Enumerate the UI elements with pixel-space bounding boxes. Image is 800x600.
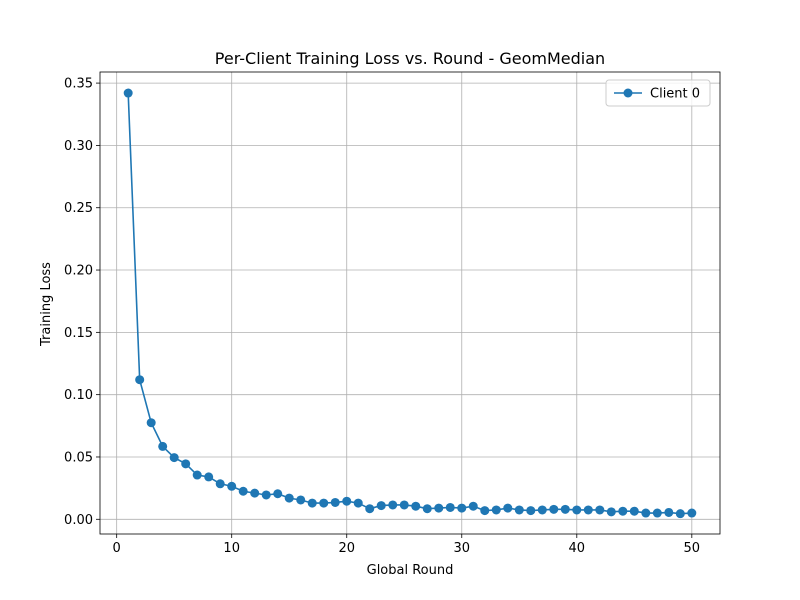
data-point bbox=[422, 504, 432, 514]
data-point bbox=[606, 507, 616, 517]
data-point bbox=[629, 506, 639, 516]
x-tick-label: 50 bbox=[684, 541, 701, 556]
data-point bbox=[273, 489, 283, 499]
chart-title: Per-Client Training Loss vs. Round - Geo… bbox=[215, 49, 605, 68]
data-point bbox=[181, 459, 191, 469]
x-axis-label: Global Round bbox=[367, 563, 454, 578]
data-point bbox=[468, 501, 478, 511]
data-point bbox=[204, 472, 214, 482]
data-point bbox=[296, 495, 306, 505]
data-point bbox=[330, 497, 340, 507]
axes: 0 10 20 30 40 50 0.00 0.05 0.10 0.15 0.20 0.25 0.30 0… bbox=[64, 71, 721, 556]
data-point bbox=[135, 375, 145, 385]
data-point bbox=[307, 498, 317, 508]
x-tick-label: 30 bbox=[453, 541, 470, 556]
data-point bbox=[342, 496, 352, 506]
data-point bbox=[652, 508, 662, 518]
data-point bbox=[123, 88, 133, 98]
y-tick-label: 0.20 bbox=[64, 264, 93, 279]
data-point bbox=[146, 418, 156, 428]
y-tick-label: 0.05 bbox=[64, 450, 93, 465]
plot-frame bbox=[99, 71, 721, 535]
data-point bbox=[514, 505, 524, 515]
data-point bbox=[319, 498, 329, 508]
y-tick-label: 0.25 bbox=[64, 201, 93, 216]
data-point bbox=[399, 500, 409, 510]
data-point bbox=[583, 505, 593, 515]
y-tick-label: 0.35 bbox=[64, 77, 93, 92]
data-point bbox=[641, 508, 651, 518]
data-point bbox=[261, 490, 271, 500]
data-point bbox=[549, 504, 559, 514]
data-point bbox=[238, 486, 248, 496]
data-point bbox=[537, 505, 547, 515]
data-point bbox=[192, 470, 202, 480]
legend-box bbox=[605, 79, 711, 107]
legend: Client 0 bbox=[605, 79, 711, 107]
legend-entry-label: Client 0 bbox=[650, 87, 700, 102]
data-point bbox=[560, 504, 570, 514]
y-tick-label: 0.15 bbox=[64, 326, 93, 341]
data-point bbox=[480, 506, 490, 516]
data-point bbox=[227, 481, 237, 491]
data-point bbox=[388, 500, 398, 510]
data-point bbox=[664, 507, 674, 517]
x-tick-label: 10 bbox=[223, 541, 240, 556]
data-point bbox=[250, 488, 260, 498]
data-point bbox=[572, 505, 582, 515]
data-point bbox=[491, 505, 501, 515]
series-layer bbox=[123, 88, 697, 519]
data-point bbox=[445, 502, 455, 512]
data-point bbox=[595, 505, 605, 515]
data-point bbox=[457, 503, 467, 513]
x-tick-label: 40 bbox=[569, 541, 586, 556]
grid-lines bbox=[100, 72, 720, 534]
y-tick-label: 0.30 bbox=[64, 139, 93, 154]
y-tick-label: 0.00 bbox=[64, 513, 93, 528]
x-tick-label: 20 bbox=[338, 541, 355, 556]
data-point bbox=[687, 508, 697, 518]
y-tick-label: 0.10 bbox=[64, 388, 93, 403]
data-point bbox=[158, 441, 168, 451]
y-axis-label: Training Loss bbox=[39, 262, 54, 347]
data-point bbox=[353, 498, 363, 508]
data-point bbox=[434, 503, 444, 513]
x-tick-label: 0 bbox=[113, 541, 121, 556]
data-point bbox=[365, 504, 375, 514]
data-point bbox=[169, 453, 179, 463]
data-point bbox=[411, 501, 421, 511]
data-point bbox=[618, 506, 628, 516]
data-point bbox=[675, 509, 685, 519]
legend-marker-swatch bbox=[623, 88, 633, 98]
data-point bbox=[376, 501, 386, 511]
data-point bbox=[526, 506, 536, 516]
data-point bbox=[284, 493, 294, 503]
data-point bbox=[215, 479, 225, 489]
data-point bbox=[503, 503, 513, 513]
